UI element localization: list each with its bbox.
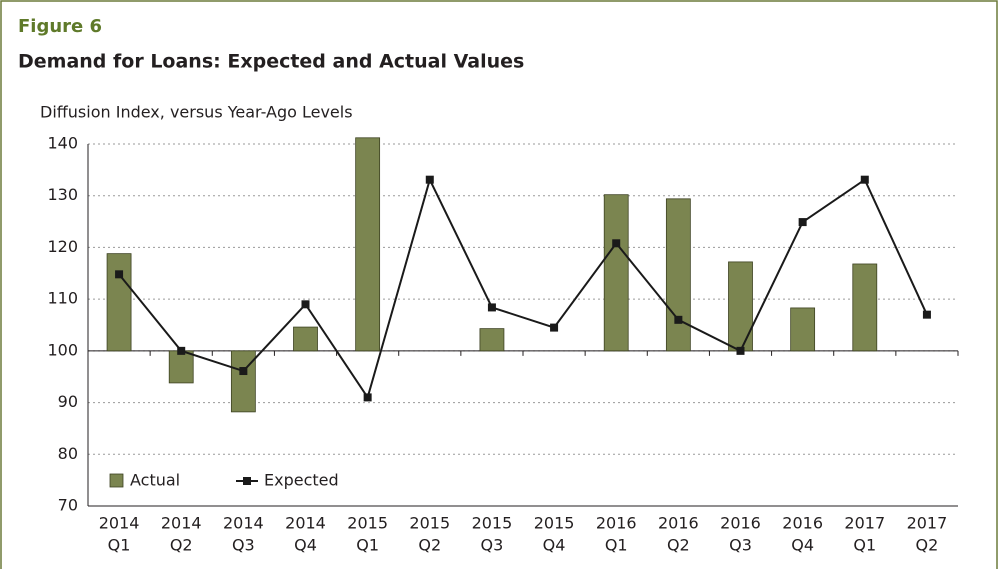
chart-title: Demand for Loans: Expected and Actual Va… [18,51,524,73]
y-tick-label: 140 [47,134,78,153]
bar [603,194,629,352]
marker [487,303,496,312]
marker [736,346,745,355]
marker [798,218,807,227]
y-tick-label: 130 [47,185,78,204]
y-tick-label: 90 [58,392,78,411]
y-tick-label: 110 [47,289,78,308]
y-axis-label: Diffusion Index, versus Year-Ago Levels [40,103,353,122]
x-tick-label: 2014 [223,514,264,533]
legend-label: Expected [264,471,339,490]
x-tick-label: Q4 [294,536,317,555]
x-tick-label: 2017 [844,514,885,533]
x-tick-label: 2015 [409,514,450,533]
marker [177,346,186,355]
x-tick-label: 2014 [161,514,202,533]
x-tick-label: Q2 [170,536,193,555]
x-tick-label: Q2 [418,536,441,555]
bar [852,263,878,352]
marker [239,367,248,376]
x-tick-label: Q1 [108,536,131,555]
marker [922,310,931,319]
x-tick-label: 2016 [720,514,761,533]
legend-swatch [109,473,124,488]
legend-swatch [243,477,251,485]
y-tick-label: 100 [47,340,78,359]
x-tick-label: 2015 [534,514,575,533]
bar [479,328,505,352]
marker [363,393,372,402]
x-tick-label: Q1 [605,536,628,555]
marker [674,315,683,324]
bar [106,253,132,352]
bar [230,350,256,413]
figure-label: Figure 6 [18,16,102,37]
x-tick-label: Q2 [667,536,690,555]
x-tick-label: Q1 [356,536,379,555]
bar [355,137,381,352]
bar [168,350,194,384]
marker [301,300,310,309]
bar [665,198,691,352]
x-tick-label: Q3 [729,536,752,555]
x-tick-label: Q4 [543,536,566,555]
x-tick-label: Q2 [916,536,939,555]
x-tick-label: Q4 [791,536,814,555]
x-tick-label: 2016 [596,514,637,533]
y-tick-label: 70 [58,496,78,515]
marker [860,175,869,184]
x-tick-label: 2015 [472,514,513,533]
bar [790,307,816,352]
x-tick-label: Q3 [481,536,504,555]
marker [612,239,621,248]
line [118,176,928,400]
x-tick-label: 2016 [658,514,699,533]
y-tick-label: 80 [58,444,78,463]
x-tick-label: 2014 [99,514,140,533]
x-tick-label: 2014 [285,514,326,533]
x-tick-label: 2016 [782,514,823,533]
x-tick-label: 2015 [347,514,388,533]
x-tick-label: Q1 [853,536,876,555]
x-tick-label: Q3 [232,536,255,555]
legend-label: Actual [130,471,180,490]
y-tick-label: 120 [47,237,78,256]
marker [115,270,124,279]
marker [550,323,559,332]
x-tick-label: 2017 [907,514,948,533]
marker [425,175,434,184]
bar [293,326,318,352]
bar [728,261,753,352]
